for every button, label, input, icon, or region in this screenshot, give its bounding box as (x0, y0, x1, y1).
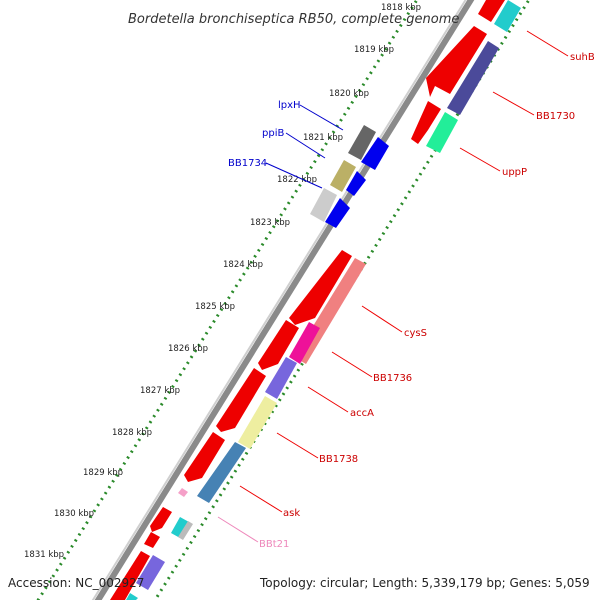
gene-label-ask[interactable]: ask (283, 508, 300, 519)
cds-arrow-forward[interactable] (184, 432, 225, 482)
kbp-tick-label: 1830 kbp (54, 509, 94, 519)
reverse-leaders (265, 104, 344, 189)
cog-block[interactable] (330, 160, 356, 192)
cds-arrow-reverse[interactable] (361, 137, 389, 170)
cds-arrow-forward[interactable] (216, 368, 266, 432)
kbp-tick-label: 1826 kbp (168, 344, 208, 354)
kbp-scale: 1818 kbp 1819 kbp 1820 kbp 1821 kbp 1822… (24, 3, 421, 560)
forward-cog-track (126, 0, 521, 600)
reverse-cds-track (310, 125, 389, 228)
cog-block[interactable] (136, 555, 165, 590)
cds-arrow-forward[interactable] (478, 0, 505, 22)
cog-block[interactable] (197, 442, 246, 503)
kbp-tick-label: 1828 kbp (112, 428, 152, 438)
gene-label-BBt21[interactable]: BBt21 (259, 539, 289, 550)
cds-arrow-forward[interactable] (110, 551, 150, 600)
map-title: Bordetella bronchiseptica RB50, complete… (128, 12, 459, 27)
cds-arrow-forward[interactable] (411, 101, 441, 144)
kbp-tick-label: 1821 kbp (303, 133, 343, 143)
gene-label-BB1734[interactable]: BB1734 (228, 158, 267, 169)
cog-block[interactable] (426, 112, 458, 153)
cog-block[interactable] (289, 322, 320, 364)
kbp-tick-label: 1823 kbp (250, 218, 290, 228)
trna-marker[interactable] (178, 488, 188, 497)
cds-arrow-reverse[interactable] (325, 198, 350, 228)
gene-label-lpxH[interactable]: lpxH (278, 100, 301, 111)
genome-backbone (91, 0, 475, 600)
kbp-tick-label: 1825 kbp (195, 302, 235, 312)
kbp-tick-label: 1831 kbp (24, 550, 64, 560)
cds-arrow-forward[interactable] (144, 532, 160, 548)
kbp-tick-label: 1819 kbp (354, 45, 394, 55)
cds-arrow-forward[interactable] (426, 26, 487, 97)
cog-block[interactable] (265, 357, 297, 399)
kbp-tick-label: 1827 kbp (140, 386, 180, 396)
cds-arrow-forward[interactable] (150, 507, 172, 532)
kbp-tick-label: 1824 kbp (223, 260, 263, 270)
forward-cds-track (110, 0, 505, 600)
kbp-tick-label: 1829 kbp (83, 468, 123, 478)
gene-label-suhB[interactable]: suhB (570, 52, 595, 63)
cog-block[interactable] (238, 396, 277, 449)
cog-block[interactable] (447, 41, 499, 115)
cog-block[interactable] (310, 188, 337, 222)
gene-label-uppP[interactable]: uppP (502, 167, 527, 178)
gene-label-accA[interactable]: accA (350, 408, 374, 419)
cog-block[interactable] (171, 517, 189, 538)
kbp-tick-label: 1818 kbp (381, 3, 421, 13)
cds-arrow-forward[interactable] (289, 250, 352, 325)
gene-label-BB1730[interactable]: BB1730 (536, 111, 575, 122)
outer-tick-track (36, 0, 419, 600)
gene-label-cysS[interactable]: cysS (404, 328, 427, 339)
cog-block[interactable] (348, 125, 376, 160)
cog-block[interactable] (178, 521, 193, 540)
accession-text: Accession: NC_002927 (8, 576, 144, 590)
cds-arrow-reverse[interactable] (346, 171, 366, 196)
gene-label-BB1736[interactable]: BB1736 (373, 373, 412, 384)
gene-label-BB1738[interactable]: BB1738 (319, 454, 358, 465)
forward-leaders (217, 30, 569, 543)
cog-block[interactable] (126, 593, 138, 600)
reverse-gene-labels: lpxH ppiB BB1734 (228, 100, 301, 169)
cog-block[interactable] (494, 0, 521, 32)
kbp-tick-label: 1820 kbp (329, 89, 369, 99)
kbp-tick-label: 1822 kbp (277, 175, 317, 185)
cds-arrow-forward[interactable] (258, 320, 299, 370)
forward-gene-labels: suhB BB1730 uppP cysS BB1736 accA BB1738… (259, 52, 595, 550)
gene-label-ppiB[interactable]: ppiB (262, 128, 284, 139)
topology-text: Topology: circular; Length: 5,339,179 bp… (259, 576, 590, 590)
